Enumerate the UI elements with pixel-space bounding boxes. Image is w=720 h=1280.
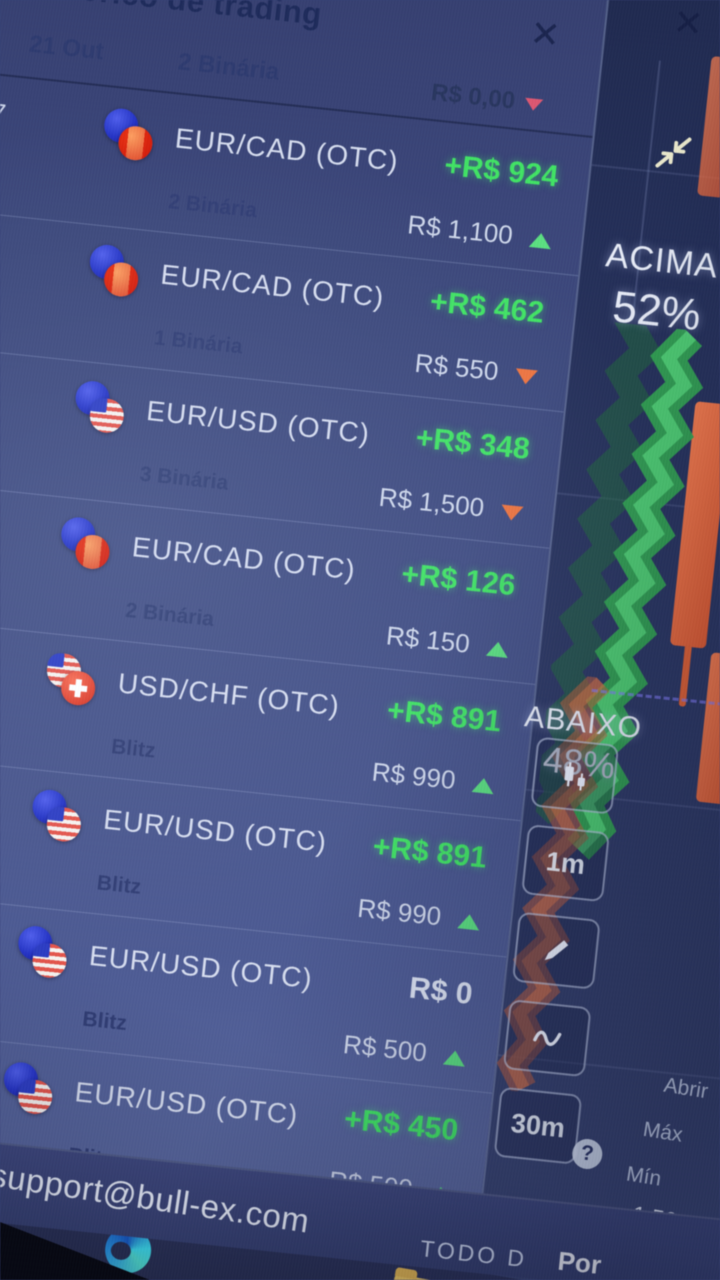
trade-pair: EUR/CAD (OTC)	[173, 122, 401, 177]
summary-date: 21 Out	[27, 30, 105, 66]
flag-icon-quote	[30, 942, 69, 980]
summary-total: R$ 0,00	[430, 79, 544, 119]
trade-stake: R$ 1,500	[377, 482, 524, 528]
chart-type-button[interactable]	[530, 736, 620, 815]
direction-triangle-icon	[528, 231, 553, 249]
copyright-text: TODO D	[419, 1235, 529, 1273]
ohlc-high-label: Máx	[641, 1117, 685, 1147]
trade-type: 2 Binária	[124, 598, 216, 631]
trade-pair: EUR/CAD (OTC)	[159, 258, 386, 313]
currency-pair-icon	[58, 515, 119, 574]
currency-pair-icon	[0, 1060, 61, 1119]
trade-pair: EUR/USD (OTC)	[87, 939, 315, 995]
trade-type: Blitz	[81, 1007, 128, 1036]
squiggle-icon	[533, 1030, 562, 1047]
chart-panel: ✕	[447, 0, 720, 1280]
trade-stake: R$ 1,100	[406, 209, 553, 255]
collapse-icon[interactable]	[649, 128, 697, 176]
help-icon[interactable]: ?	[570, 1137, 604, 1171]
flag-icon-quote	[88, 397, 126, 435]
direction-triangle-icon	[471, 776, 495, 794]
trade-type: 1 Binária	[153, 326, 244, 359]
trade-profit: +R$ 462	[428, 285, 546, 330]
ohlc-open-label: Abrir	[662, 1073, 710, 1104]
trade-profit: R$ 0	[407, 971, 475, 1012]
currency-pair-icon	[43, 651, 104, 710]
trade-stake: R$ 500	[342, 1029, 468, 1073]
timeframe-1m-button[interactable]: 1m	[521, 824, 610, 903]
language-selector[interactable]: Por	[556, 1245, 603, 1280]
trade-stake: R$ 150	[385, 620, 511, 664]
draw-tool-button[interactable]	[511, 911, 601, 990]
trade-pair: EUR/CAD (OTC)	[130, 531, 358, 586]
trade-pair: EUR/USD (OTC)	[102, 803, 329, 858]
trade-profit: +R$ 891	[371, 830, 489, 875]
trade-pair: EUR/USD (OTC)	[144, 394, 372, 450]
trade-time: 13:57	[0, 91, 8, 129]
trade-stake: R$ 990	[370, 756, 496, 800]
direction-triangle-icon	[500, 504, 524, 522]
folder-icon[interactable]	[388, 1273, 445, 1280]
ohlc-low-label: Mín	[624, 1162, 663, 1191]
trade-profit: +R$ 126	[399, 557, 517, 603]
trade-profit: +R$ 924	[442, 148, 560, 194]
down-triangle-icon	[524, 97, 544, 112]
currency-pair-icon	[15, 924, 76, 982]
flag-icon-quote	[45, 805, 83, 844]
trade-profit: +R$ 450	[342, 1102, 460, 1148]
close-icon[interactable]: ✕	[528, 11, 563, 56]
currency-pair-icon	[29, 788, 90, 846]
currency-pair-icon	[86, 243, 147, 301]
pencil-icon	[544, 940, 569, 961]
trade-type: 2 Binária	[167, 190, 258, 223]
currency-pair-icon	[72, 379, 133, 437]
direction-triangle-icon	[514, 367, 538, 386]
trade-type: Blitz	[110, 735, 157, 763]
trade-pair: USD/CHF (OTC)	[116, 667, 342, 722]
candlestick	[697, 55, 720, 198]
direction-triangle-icon	[442, 1049, 467, 1067]
trade-profit: +R$ 348	[414, 421, 532, 467]
trade-type: Blitz	[95, 871, 143, 899]
trade-stake: R$ 550	[413, 348, 539, 392]
trade-type: 3 Binária	[138, 462, 230, 495]
close-icon-secondary[interactable]: ✕	[671, 0, 706, 45]
flag-icon-quote	[16, 1078, 54, 1116]
timeframe-30m-button[interactable]: 30m	[493, 1086, 583, 1165]
trade-stake: R$ 990	[356, 893, 482, 937]
direction-triangle-icon	[485, 640, 510, 658]
trade-profit: +R$ 891	[385, 693, 503, 739]
trade-pair: EUR/USD (OTC)	[73, 1076, 300, 1131]
indicators-button[interactable]	[502, 999, 592, 1078]
sentiment-above: ACIMA 52%	[550, 231, 720, 347]
summary-group: 2 Binária	[176, 48, 281, 86]
direction-triangle-icon	[457, 912, 481, 931]
currency-pair-icon	[101, 106, 162, 165]
candlestick-icon	[564, 762, 586, 791]
